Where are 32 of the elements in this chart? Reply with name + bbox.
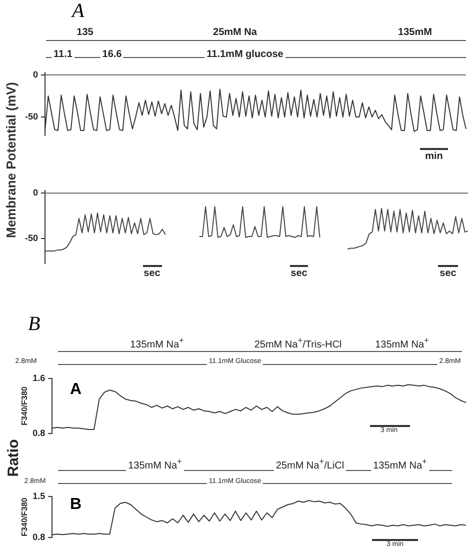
text: min bbox=[423, 151, 445, 162]
text: 25mM Na bbox=[211, 27, 259, 38]
text: 135mM bbox=[396, 27, 434, 38]
text: 25mM Na$^{+}$/Tris-HCl bbox=[252, 335, 344, 350]
chart-subtitle: A bbox=[70, 381, 82, 398]
y-tick-label: 0.8 bbox=[32, 428, 46, 438]
chart-title: B bbox=[70, 496, 82, 514]
text: 135mM Na$^{+}$ bbox=[371, 456, 429, 472]
text: 135mM Na$^{+}$ bbox=[128, 335, 186, 350]
chart-title: A bbox=[72, 0, 84, 22]
text: sec bbox=[142, 268, 162, 279]
y-axis-title: Membrane Potential (mV) bbox=[4, 82, 18, 238]
text: Ratio bbox=[4, 437, 22, 479]
y-tick-label: 1.6 bbox=[32, 372, 46, 383]
text: 135 bbox=[74, 27, 96, 38]
text: 11.1mM glucose bbox=[204, 49, 286, 60]
text: sec bbox=[288, 268, 310, 279]
chart-title: B bbox=[28, 313, 40, 335]
text: 25mM Na$^{+}$/LiCl bbox=[274, 456, 346, 472]
y-tick-label: -50 bbox=[24, 112, 38, 122]
y-axis-title: F340/F380 bbox=[20, 386, 30, 426]
text: 11.1 bbox=[52, 49, 74, 60]
y-tick-label: -50 bbox=[24, 232, 38, 243]
y-tick-label: 0 bbox=[32, 188, 38, 198]
y-tick-label: 1.5 bbox=[32, 490, 46, 501]
text: 135mM Na$^{+}$ bbox=[126, 456, 184, 472]
text: sec bbox=[438, 268, 458, 279]
y-tick-label: 0.8 bbox=[32, 532, 46, 542]
y-axis-title: F340/F380 bbox=[20, 497, 30, 536]
text: 135mM Na$^{+}$ bbox=[373, 335, 431, 350]
text: 16.6 bbox=[100, 49, 124, 60]
y-tick-label: 0 bbox=[32, 69, 38, 80]
